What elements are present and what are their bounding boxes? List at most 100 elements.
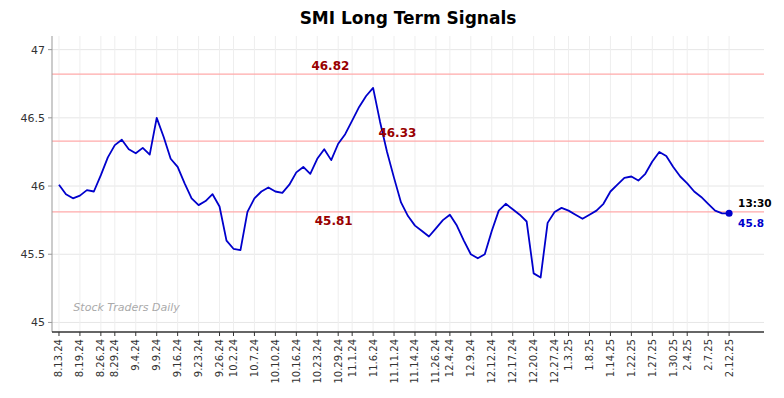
x-tick <box>729 332 730 336</box>
x-tick <box>568 332 569 336</box>
y-tick-label: 46 <box>31 180 45 193</box>
y-tick <box>48 117 52 118</box>
grid-line-x <box>177 36 178 332</box>
x-tick <box>296 332 297 336</box>
y-tick-label: 47 <box>31 44 45 57</box>
x-tick-label: 12.9.24 <box>465 339 476 377</box>
grid-line-x <box>296 36 297 332</box>
x-tick-label: 11.6.24 <box>368 339 379 377</box>
last-point <box>726 210 733 217</box>
x-tick <box>491 332 492 336</box>
grid-line-x <box>198 36 199 332</box>
x-tick-label: 9.4.24 <box>130 339 141 371</box>
grid-line-y <box>52 49 764 50</box>
x-tick-label: 8.19.24 <box>74 339 85 377</box>
x-tick <box>79 332 80 336</box>
x-tick <box>156 332 157 336</box>
grid-line-x <box>79 36 80 332</box>
reference-line <box>52 74 764 75</box>
x-tick-label: 9.16.24 <box>172 339 183 377</box>
x-tick <box>114 332 115 336</box>
x-tick <box>512 332 513 336</box>
x-tick <box>414 332 415 336</box>
grid-line-x <box>729 36 730 332</box>
axes: 4545.54646.5478.13.248.19.248.26.248.29.… <box>21 36 765 384</box>
grid <box>52 36 764 332</box>
y-tick <box>48 254 52 255</box>
grid-line-y <box>52 117 764 118</box>
x-tick-label: 2.12.25 <box>724 339 735 377</box>
grid-line-x <box>352 36 353 332</box>
x-tick <box>373 332 374 336</box>
grid-line-x <box>58 36 59 332</box>
x-tick-label: 10.23.24 <box>312 339 323 384</box>
reference-label: 46.33 <box>378 126 416 140</box>
x-tick-label: 1.30.25 <box>668 339 679 377</box>
grid-line-x <box>317 36 318 332</box>
title: SMI Long Term Signals <box>300 8 517 28</box>
x-tick-label: 9.9.24 <box>151 339 162 371</box>
grid-line-x <box>512 36 513 332</box>
grid-line-x <box>610 36 611 332</box>
x-tick-label: 9.23.24 <box>193 339 204 377</box>
grid-line-x <box>631 36 632 332</box>
x-tick <box>58 332 59 336</box>
x-tick-label: 12.4.24 <box>444 339 455 377</box>
grid-line-x <box>435 36 436 332</box>
x-tick-label: 10.16.24 <box>291 339 302 384</box>
x-tick <box>100 332 101 336</box>
x-tick-label: 8.26.24 <box>95 339 106 377</box>
x-tick <box>254 332 255 336</box>
grid-line-x <box>338 36 339 332</box>
grid-line-x <box>673 36 674 332</box>
grid-line-x <box>568 36 569 332</box>
x-tick-label: 11.1.24 <box>347 339 358 377</box>
x-tick-label: 8.29.24 <box>109 339 120 377</box>
x-tick-label: 1.3.25 <box>563 339 574 371</box>
x-tick-label: 11.14.24 <box>409 339 420 384</box>
grid-line-x <box>394 36 395 332</box>
last-time-label: 13:30 <box>738 197 771 209</box>
x-tick <box>352 332 353 336</box>
x-tick <box>219 332 220 336</box>
reference-lines <box>52 74 764 212</box>
grid-line-x <box>708 36 709 332</box>
x-tick <box>449 332 450 336</box>
x-tick-label: 10.29.24 <box>333 339 344 384</box>
reference-line <box>52 140 764 141</box>
series <box>59 88 733 278</box>
y-tick <box>48 186 52 187</box>
grid-line-x <box>491 36 492 332</box>
line <box>59 88 729 278</box>
x-tick <box>631 332 632 336</box>
x-tick-label: 8.13.24 <box>53 339 64 377</box>
y-tick-label: 45.5 <box>21 248 46 261</box>
grid-line-x <box>652 36 653 332</box>
x-tick <box>317 332 318 336</box>
x-tick-label: 10.2.24 <box>228 339 239 377</box>
x-tick-label: 1.27.25 <box>647 339 658 377</box>
x-tick <box>338 332 339 336</box>
x-tick <box>198 332 199 336</box>
x-tick <box>177 332 178 336</box>
x-tick <box>470 332 471 336</box>
grid-line-x <box>156 36 157 332</box>
x-tick-label: 12.20.24 <box>528 339 539 384</box>
grid-line-x <box>589 36 590 332</box>
x-tick-label: 12.27.24 <box>549 339 560 384</box>
x-tick <box>673 332 674 336</box>
x-tick-label: 12.17.24 <box>507 339 518 384</box>
grid-line-x <box>470 36 471 332</box>
x-tick <box>652 332 653 336</box>
x-tick-label: 2.4.25 <box>682 339 693 371</box>
grid-line-x <box>373 36 374 332</box>
grid-line-x <box>100 36 101 332</box>
grid-line-y <box>52 254 764 255</box>
x-tick <box>708 332 709 336</box>
grid-line-x <box>233 36 234 332</box>
x-tick <box>687 332 688 336</box>
watermark: Stock Traders Daily <box>73 301 180 314</box>
last-value-label: 45.8 <box>738 217 764 229</box>
grid-line-y <box>52 186 764 187</box>
grid-line-y <box>52 322 764 323</box>
